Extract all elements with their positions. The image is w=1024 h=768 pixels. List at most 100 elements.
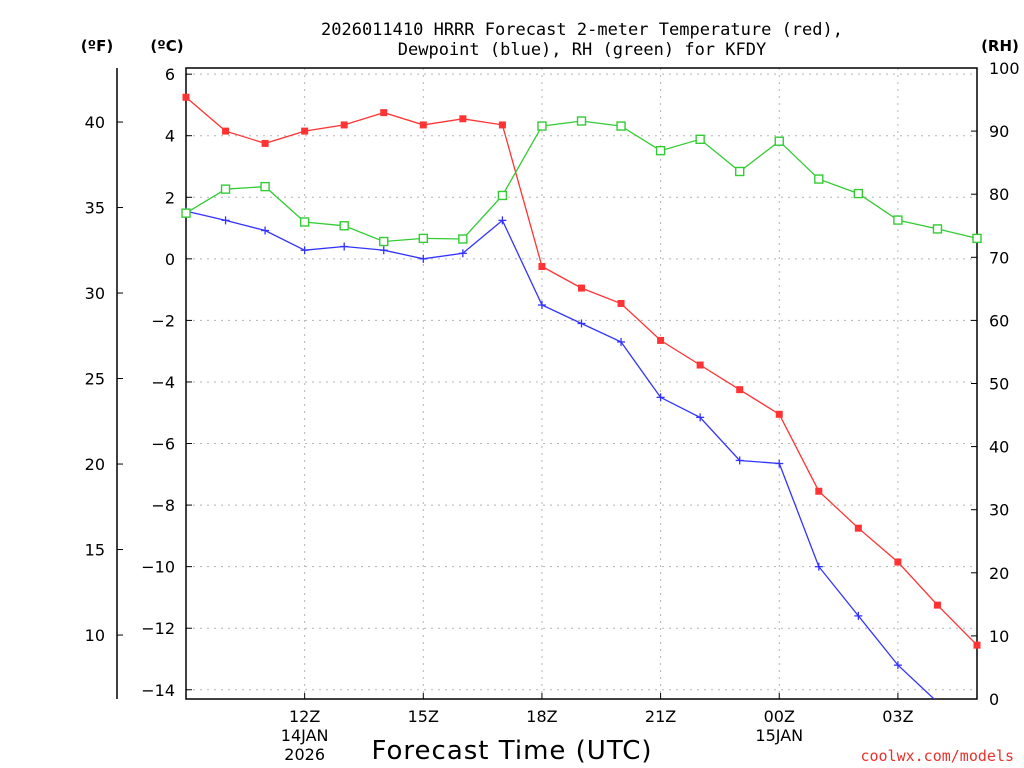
rh-point	[220, 184, 231, 194]
temperature-point	[696, 361, 704, 369]
rh-tick-label: 10	[989, 627, 1009, 646]
temperature-point	[459, 115, 467, 123]
rh-point	[932, 224, 943, 234]
dewpoint-point	[340, 242, 349, 251]
rh-point	[299, 217, 310, 227]
temperature-point	[261, 139, 269, 147]
x-tick-label: 18Z	[526, 707, 557, 726]
celsius-tick-label: −6	[151, 435, 175, 454]
x-tick-label: 00Z	[764, 707, 795, 726]
fahrenheit-tick-label: 30	[85, 284, 105, 303]
celsius-tick-label: −14	[141, 681, 175, 700]
temperature-point	[617, 299, 625, 307]
rh-point	[774, 136, 784, 146]
celsius-tick-label: −2	[151, 311, 175, 330]
rh-point	[537, 121, 547, 131]
chart-title-line1: 2026011410 HRRR Forecast 2-meter Tempera…	[321, 20, 843, 40]
x-tick-label: 03Z	[882, 707, 913, 726]
rh-tick-label: 40	[989, 438, 1009, 457]
dewpoint-point	[261, 226, 270, 235]
rh-tick-label: 50	[989, 375, 1009, 394]
dewpoint-point	[775, 459, 784, 468]
grid-lines	[186, 68, 977, 699]
fahrenheit-axis-label: (ºF)	[81, 37, 113, 55]
rh-point	[576, 116, 587, 126]
celsius-tick-label: −4	[151, 373, 175, 392]
temperature-point	[182, 93, 190, 101]
rh-point	[616, 121, 626, 131]
rh-point	[893, 215, 903, 225]
temperature-point	[973, 641, 981, 649]
dewpoint-point	[498, 216, 507, 225]
rh-point	[814, 174, 824, 184]
celsius-tick-label: 0	[165, 250, 175, 269]
rh-tick-label: 90	[989, 122, 1009, 141]
fahrenheit-tick-label: 40	[85, 113, 105, 132]
rh-point	[497, 190, 508, 201]
fahrenheit-tick-label: 20	[85, 455, 105, 474]
series-temperature	[182, 93, 981, 649]
data-series	[181, 93, 982, 699]
rh-tick-label: 20	[989, 564, 1009, 583]
temperature-point	[498, 121, 506, 129]
rh-tick-label: 70	[989, 248, 1009, 267]
rh-point	[339, 221, 349, 231]
rh-point	[181, 208, 191, 218]
temperature-point	[301, 127, 309, 135]
axis-ticks: 6420−2−4−6−8−10−12−144035302520151010090…	[85, 59, 1020, 764]
celsius-axis-label: (ºC)	[150, 37, 183, 55]
temperature-point	[815, 487, 823, 495]
dewpoint-point	[419, 254, 428, 263]
x-axis-title: Forecast Time (UTC)	[371, 736, 652, 766]
dewpoint-point	[577, 319, 586, 328]
temperature-point	[419, 121, 427, 129]
series-rh	[181, 116, 982, 247]
chart-title-line2: Dewpoint (blue), RH (green) for KFDY	[398, 40, 766, 60]
rh-point	[260, 181, 270, 192]
x-tick-label: 21Z	[645, 707, 676, 726]
rh-point	[418, 233, 428, 244]
celsius-tick-label: 6	[165, 65, 175, 84]
dewpoint-point	[300, 246, 309, 255]
temperature-point	[578, 284, 585, 292]
x-tick-label: 12Z	[289, 707, 320, 726]
dewpoint-point	[458, 249, 467, 258]
rh-point	[853, 188, 864, 199]
source-watermark: coolwx.com/models	[860, 747, 1014, 765]
rh-tick-label: 30	[989, 501, 1009, 520]
rh-tick-label: 100	[989, 59, 1020, 78]
rh-tick-label: 60	[989, 311, 1009, 330]
dewpoint-point	[735, 456, 744, 465]
temperature-point	[222, 127, 230, 135]
fahrenheit-tick-label: 15	[85, 541, 105, 560]
rh-point	[379, 236, 389, 247]
temperature-point	[775, 410, 783, 418]
series-dewpoint	[182, 207, 939, 699]
x-tick-date: 14JAN	[281, 726, 329, 745]
fahrenheit-tick-label: 25	[85, 370, 105, 389]
x-tick-label: 15Z	[408, 707, 439, 726]
temperature-point	[340, 121, 348, 129]
dewpoint-point	[893, 661, 902, 670]
celsius-tick-label: −10	[141, 558, 175, 577]
dewpoint-point	[617, 337, 626, 346]
dewpoint-point	[656, 393, 665, 402]
temperature-point	[736, 386, 744, 394]
dewpoint-point	[537, 301, 546, 310]
temperature-point	[380, 109, 388, 117]
rh-point	[458, 234, 468, 244]
dewpoint-point	[696, 413, 705, 422]
dewpoint-point	[379, 246, 388, 255]
rh-tick-label: 0	[989, 690, 999, 709]
rh-tick-label: 80	[989, 185, 1009, 204]
dewpoint-point	[814, 562, 823, 571]
rh-point	[735, 166, 745, 177]
x-tick-date: 15JAN	[755, 726, 803, 745]
dewpoint-point	[854, 611, 863, 620]
rh-point	[695, 134, 705, 145]
celsius-tick-label: 4	[165, 127, 175, 146]
temperature-point	[854, 524, 862, 532]
rh-point	[972, 233, 982, 244]
